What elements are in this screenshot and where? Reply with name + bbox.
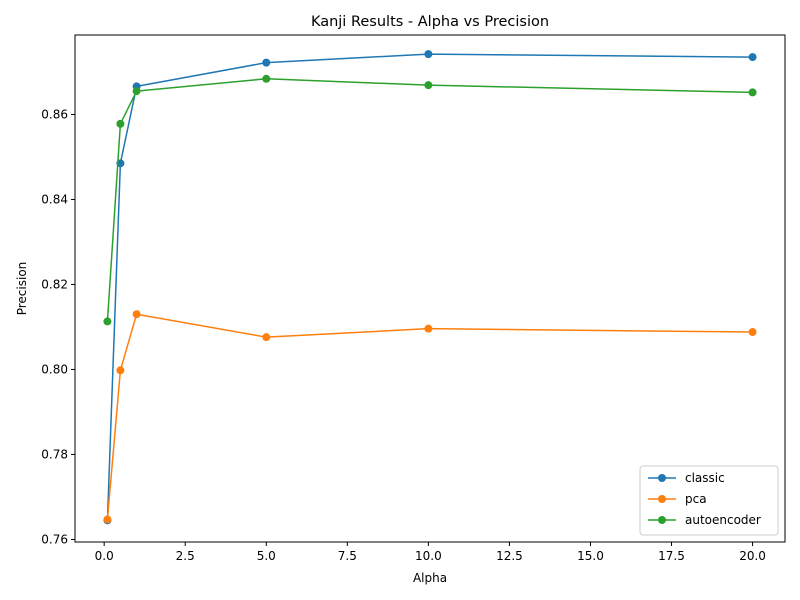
y-tick-label: 0.86 [41, 107, 68, 121]
chart-title: Kanji Results - Alpha vs Precision [311, 14, 549, 30]
data-point-pca [262, 333, 271, 342]
legend-marker-pca [658, 495, 666, 503]
y-axis-label: Precision [15, 262, 29, 316]
series-line-classic [106, 53, 753, 521]
y-axis: 0.76 0.78 0.80 0.82 0.84 0.86 [41, 107, 75, 546]
data-point-autoencoder [748, 88, 757, 97]
legend-label-pca: pca [685, 492, 707, 506]
x-tick-label: 0.0 [95, 549, 114, 563]
data-point-autoencoder [262, 74, 271, 83]
legend-label-classic: classic [685, 471, 725, 485]
legend-box [639, 465, 779, 536]
data-point-pca [748, 328, 757, 337]
legend: classic pca autoencoder [639, 465, 779, 536]
x-tick-label: 20.0 [739, 549, 766, 563]
data-point-classic [748, 53, 757, 62]
data-point-classic [424, 50, 433, 59]
data-point-pca [116, 366, 125, 375]
y-tick-label: 0.78 [41, 447, 68, 461]
x-tick-label: 2.5 [176, 549, 195, 563]
data-point-autoencoder [116, 119, 125, 128]
data-point-pca [424, 324, 433, 333]
legend-label-autoencoder: autoencoder [685, 513, 761, 527]
y-tick-label: 0.76 [41, 532, 68, 546]
data-point-autoencoder [424, 81, 433, 90]
data-point-pca [132, 310, 141, 319]
data-point-autoencoder [103, 317, 112, 326]
plot-area [103, 50, 757, 525]
series-line-autoencoder [106, 78, 753, 322]
y-tick-label: 0.82 [41, 277, 68, 291]
x-tick-label: 7.5 [338, 549, 357, 563]
x-axis: 0.0 2.5 5.0 7.5 10.0 12.5 15.0 17.5 20.0 [95, 542, 766, 563]
data-point-pca [103, 515, 112, 524]
y-tick-label: 0.80 [41, 362, 68, 376]
x-tick-label: 10.0 [415, 549, 442, 563]
x-tick-label: 5.0 [257, 549, 276, 563]
x-axis-label: Alpha [413, 571, 447, 585]
y-tick-label: 0.84 [41, 192, 68, 206]
legend-marker-autoencoder [658, 516, 666, 524]
x-tick-label: 12.5 [496, 549, 523, 563]
legend-marker-classic [658, 474, 666, 482]
data-point-autoencoder [132, 87, 141, 96]
axes-frame [74, 34, 786, 543]
x-tick-label: 17.5 [658, 549, 685, 563]
data-point-classic [262, 58, 271, 67]
x-tick-label: 15.0 [577, 549, 604, 563]
series-line-pca [106, 313, 753, 520]
